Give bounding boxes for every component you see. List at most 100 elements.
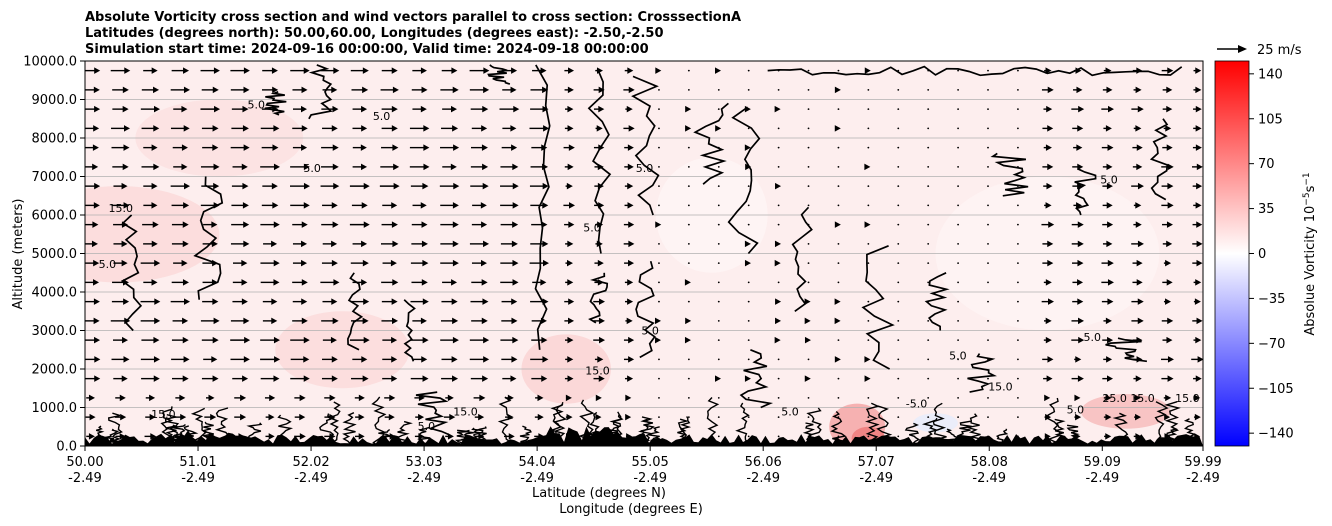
terrain-contour xyxy=(1154,401,1169,446)
wind-vector xyxy=(1193,336,1202,344)
wind-vector xyxy=(834,86,841,94)
wind-vector xyxy=(1161,67,1174,74)
field-patch xyxy=(1081,394,1171,429)
wind-vector xyxy=(111,356,130,363)
wind-vector xyxy=(350,259,369,267)
wind-vector xyxy=(1017,69,1019,72)
wind-vector xyxy=(171,240,189,248)
wind-vector xyxy=(1042,259,1054,267)
wind-vector xyxy=(807,262,810,265)
wind-vector xyxy=(1132,144,1143,151)
wind-vector xyxy=(687,165,690,168)
wind-vector xyxy=(381,144,399,151)
wind-vector xyxy=(111,298,130,305)
terrain-contour xyxy=(497,396,514,446)
wind-vector xyxy=(623,336,635,344)
wind-vector xyxy=(1133,221,1142,228)
wind-vector xyxy=(351,202,368,209)
wind-vector xyxy=(717,416,720,419)
terrain-contour xyxy=(876,405,893,446)
contour-labels: 15.0 5.0 5.0 5.0 5.0 5.0 15.0 15.0 5.0 5.0 -5.0 15.… xyxy=(99,98,1200,432)
x-tick-label-lat: 50.00 xyxy=(66,455,103,470)
wind-vector xyxy=(687,88,690,91)
wind-vector xyxy=(471,144,488,151)
y-tick-label: 0.0 xyxy=(56,440,77,455)
wind-vector xyxy=(322,125,338,132)
wind-vector xyxy=(264,394,276,402)
wind-vector xyxy=(987,146,989,149)
wind-vector xyxy=(1162,240,1173,248)
wind-vector xyxy=(380,86,399,94)
wind-vector xyxy=(471,125,488,132)
wind-vector xyxy=(262,298,278,305)
wind-vector xyxy=(172,144,188,151)
wind-vector xyxy=(777,69,780,72)
wind-vector xyxy=(777,146,780,149)
wind-vector xyxy=(623,125,635,132)
wind-vector xyxy=(321,144,339,151)
wind-vector xyxy=(684,279,691,286)
wind-vector xyxy=(471,221,488,228)
terrain-contour xyxy=(945,428,959,446)
contour-label: 5.0 xyxy=(1100,173,1118,186)
wind-vector xyxy=(113,221,128,228)
x-tick-label-lon: -2.49 xyxy=(633,471,667,486)
wind-vector xyxy=(230,67,250,74)
wind-vector xyxy=(442,279,458,286)
wind-vector xyxy=(837,281,840,284)
terrain-contour xyxy=(327,401,342,446)
wind-vector xyxy=(987,358,989,361)
wind-vector xyxy=(532,279,547,286)
wind-vector xyxy=(717,319,720,322)
wind-vector xyxy=(717,165,720,168)
contour-line xyxy=(1105,337,1148,363)
wind-vector xyxy=(625,298,634,305)
terrain-contour xyxy=(640,418,655,446)
wind-vector xyxy=(658,127,660,130)
contour-line xyxy=(861,245,895,370)
wind-vector xyxy=(624,144,634,151)
wind-vector xyxy=(232,163,248,171)
terrain-contour xyxy=(1112,412,1129,446)
terrain-contour xyxy=(467,427,484,446)
wind-vector xyxy=(1044,202,1052,209)
wind-vector xyxy=(351,375,369,382)
wind-vector xyxy=(927,262,930,265)
contour-label: 15.0 xyxy=(1175,392,1200,405)
wind-vector xyxy=(594,259,604,267)
wind-vector xyxy=(777,377,780,380)
wind-vector xyxy=(867,108,870,111)
wind-vector xyxy=(354,433,365,440)
wind-vector xyxy=(624,202,634,209)
wind-vector xyxy=(897,127,900,130)
wind-vector xyxy=(957,185,959,188)
wind-vector xyxy=(1074,394,1081,402)
wind-vector xyxy=(717,262,720,265)
contour-line xyxy=(403,299,416,362)
wind-vector xyxy=(502,375,517,382)
contour-label: 5.0 xyxy=(1083,331,1101,344)
wind-vector xyxy=(85,413,96,421)
wind-vector xyxy=(202,298,219,305)
wind-vector xyxy=(201,182,220,190)
contour-line xyxy=(767,65,1183,77)
wind-vector xyxy=(320,182,340,190)
wind-vector xyxy=(747,281,750,284)
colorbar-tick-label: −140 xyxy=(1258,427,1294,442)
field-patch xyxy=(913,413,958,433)
wind-vector xyxy=(1131,182,1144,190)
y-tick-label: 4000.0 xyxy=(32,286,78,301)
wind-vector xyxy=(687,146,690,149)
wind-vector xyxy=(321,163,339,171)
wind-vector xyxy=(410,298,429,305)
wind-vector xyxy=(1044,67,1052,74)
wind-vector xyxy=(658,185,660,188)
wind-vector xyxy=(867,146,870,149)
wind-vector xyxy=(717,185,720,188)
wind-vector xyxy=(205,394,215,402)
wind-vector xyxy=(529,259,549,267)
wind-vector xyxy=(530,240,549,248)
wind-vector xyxy=(1193,298,1201,305)
wind-vector xyxy=(777,204,780,207)
wind-vector xyxy=(687,416,690,419)
